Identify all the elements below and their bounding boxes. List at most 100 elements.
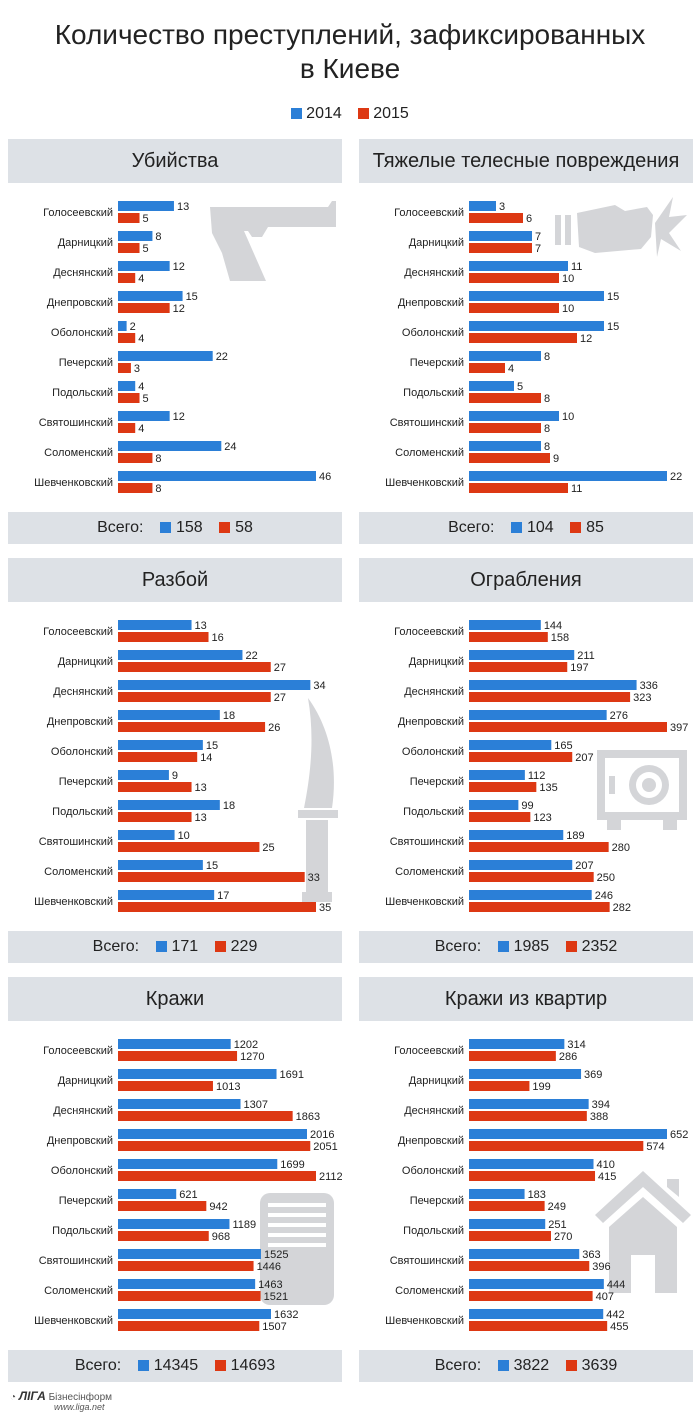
bar-2014 <box>469 1129 667 1139</box>
value-label-2015: 407 <box>596 1291 614 1303</box>
legend-swatch-2015 <box>358 108 370 119</box>
value-label-2015: 397 <box>670 722 688 734</box>
value-label-2014: 251 <box>548 1219 566 1231</box>
bar-2014 <box>118 1219 230 1229</box>
total-label: Всего: <box>434 938 482 955</box>
value-label-2015: 123 <box>533 812 551 824</box>
bar-2015 <box>118 812 192 822</box>
bar-2014 <box>118 680 311 690</box>
bar-2015 <box>118 662 271 672</box>
value-label-2015: 2051 <box>313 1141 337 1153</box>
bar-2015 <box>118 1111 293 1121</box>
bar-2014 <box>469 680 637 690</box>
bar-2014 <box>118 860 203 870</box>
panel-title: Тяжелые телесные повреждения <box>359 139 693 183</box>
bar-2015 <box>118 872 305 882</box>
value-label-2015: 4 <box>508 363 514 375</box>
panel-footer: Всего: 14345 14693 <box>8 1350 342 1382</box>
category-label: Соломенский <box>44 866 113 878</box>
value-label-2015: 26 <box>268 722 280 734</box>
value-label-2015: 199 <box>532 1081 550 1093</box>
value-label-2014: 1632 <box>274 1309 298 1321</box>
bar-2014 <box>118 650 243 660</box>
category-label: Подольский <box>403 387 464 399</box>
value-label-2014: 1525 <box>264 1249 288 1261</box>
value-label-2015: 2112 <box>319 1171 342 1183</box>
value-label-2015: 12 <box>173 303 185 315</box>
value-label-2014: 18 <box>223 710 235 722</box>
panel-title: Убийства <box>8 139 342 183</box>
bar-2015 <box>469 1231 551 1241</box>
category-label: Голосеевский <box>394 207 464 219</box>
total-swatch-2014 <box>497 941 509 952</box>
total-swatch-2015 <box>565 941 577 952</box>
total-swatch-2014 <box>497 1360 509 1371</box>
value-label-2014: 1202 <box>234 1039 258 1051</box>
bar-2014 <box>118 381 136 391</box>
category-label: Святошинский <box>39 1255 113 1267</box>
value-label-2015: 1521 <box>264 1291 288 1303</box>
page-title: Количество преступлений, зафиксированных… <box>0 18 700 86</box>
category-label: Шевченковский <box>385 896 464 908</box>
category-label: Днепровский <box>398 716 464 728</box>
bar-2015 <box>469 872 594 882</box>
category-label: Святошинский <box>390 836 464 848</box>
total-label: Всего: <box>74 1357 122 1374</box>
total-swatch-2014 <box>155 941 167 952</box>
bar-2015 <box>118 393 140 403</box>
legend-item-2015: 2015 <box>358 105 409 123</box>
total-swatch-2015 <box>565 1360 577 1371</box>
bar-2014 <box>469 471 667 481</box>
category-label: Соломенский <box>44 447 113 459</box>
bar-2015 <box>118 1171 316 1181</box>
bar-2014 <box>469 381 514 391</box>
value-label-2014: 99 <box>521 800 533 812</box>
bar-2015 <box>469 752 573 762</box>
value-label-2014: 17 <box>217 890 229 902</box>
bar-2014 <box>469 291 604 301</box>
bar-2015 <box>469 1321 608 1331</box>
bar-2014 <box>469 201 496 211</box>
bar-2015 <box>118 363 131 373</box>
value-label-2014: 1307 <box>244 1099 268 1111</box>
bar-2014 <box>118 1159 278 1169</box>
bar-2015 <box>118 1231 209 1241</box>
bar-2015 <box>469 483 568 493</box>
total-label: Всего: <box>92 938 140 955</box>
panel-body: Голосеевский 144 158 Дарницкий 211 197 Деснянс… <box>359 602 693 931</box>
panel-body: Голосеевский 314 286 Дарницкий 369 199 Деснянс… <box>359 1021 693 1350</box>
bar-2014 <box>118 441 222 451</box>
category-label: Святошинский <box>390 417 464 429</box>
value-label-2015: 942 <box>209 1201 227 1213</box>
value-label-2015: 13 <box>195 812 207 824</box>
value-label-2014: 7 <box>535 231 541 243</box>
value-label-2015: 1507 <box>262 1321 286 1333</box>
category-label: Голосеевский <box>43 1045 113 1057</box>
value-label-2014: 13 <box>177 201 189 213</box>
panel-footer: Всего: 1985 2352 <box>359 931 693 963</box>
value-label-2014: 183 <box>528 1189 546 1201</box>
brand-mark-icon: ◔ <box>10 1392 17 1403</box>
category-label: Печерский <box>59 1195 113 1207</box>
bar-2014 <box>469 830 564 840</box>
bar-2015 <box>469 273 559 283</box>
panel-body: Голосеевский 1202 1270 Дарницкий 1691 1013 Дес… <box>8 1021 342 1350</box>
category-label: Деснянский <box>404 686 464 698</box>
value-label-2015: 968 <box>212 1231 230 1243</box>
bar-2014 <box>118 411 170 421</box>
value-label-2014: 394 <box>592 1099 610 1111</box>
category-label: Подольский <box>52 387 113 399</box>
bar-2015 <box>469 1261 590 1271</box>
brand-suffix: Бізнесінформ <box>48 1392 113 1403</box>
bar-2015 <box>118 722 266 732</box>
bar-2015 <box>118 453 153 463</box>
value-label-2014: 15 <box>206 740 218 752</box>
value-label-2014: 314 <box>567 1039 585 1051</box>
value-label-2014: 652 <box>670 1129 688 1141</box>
category-label: Голосеевский <box>43 626 113 638</box>
bar-2015 <box>118 273 136 283</box>
value-label-2014: 15 <box>206 860 218 872</box>
bar-2015 <box>118 1291 261 1301</box>
